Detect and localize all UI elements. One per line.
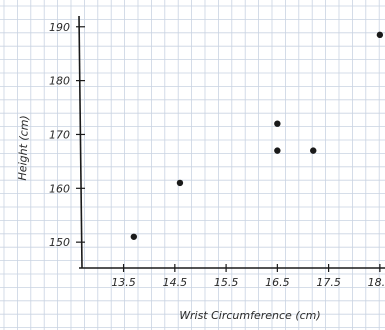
x-tick-label: 18.5	[368, 276, 385, 289]
x-axis-label: Wrist Circumference (cm)	[179, 309, 320, 322]
axis-ticks: 13.5 14.5 15.5 16.5 17.5 18.5 150 160 170 180 190	[49, 21, 385, 289]
y-axis-label: Height (cm)	[16, 115, 31, 181]
data-point	[274, 120, 281, 127]
x-tick-label: 17.5	[316, 276, 341, 289]
y-axis-line	[78, 15, 83, 269]
data-point	[274, 147, 281, 154]
y-tick-label: 160	[49, 182, 70, 195]
x-tick-label: 13.5	[111, 276, 136, 289]
x-tick-label: 15.5	[214, 276, 239, 289]
y-tick-label: 150	[49, 236, 70, 249]
x-tick-label: 16.5	[265, 276, 290, 289]
x-tick-label: 14.5	[163, 276, 188, 289]
axes	[78, 15, 385, 269]
data-point	[176, 179, 184, 187]
y-tick-label: 180	[49, 75, 70, 88]
data-point	[376, 31, 384, 39]
data-points	[130, 31, 384, 240]
y-tick-label: 190	[49, 21, 70, 34]
y-tick-label: 170	[49, 128, 70, 141]
data-point	[310, 147, 317, 154]
data-point	[130, 233, 138, 240]
